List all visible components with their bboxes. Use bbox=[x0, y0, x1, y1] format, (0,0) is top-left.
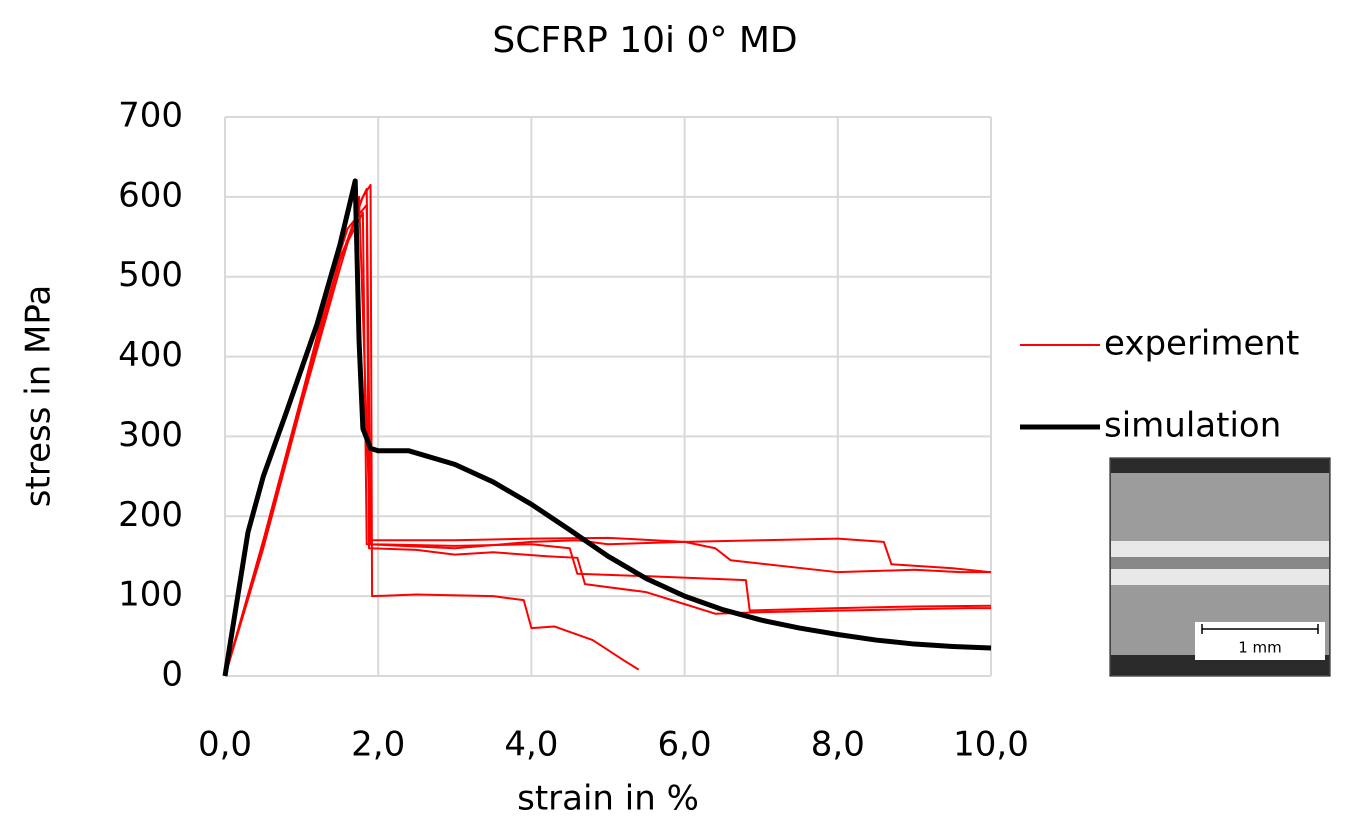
y-tick-label: 0 bbox=[161, 655, 183, 695]
y-tick-label: 700 bbox=[118, 96, 183, 136]
y-tick-label: 200 bbox=[118, 495, 183, 535]
x-tick-label: 4,0 bbox=[504, 725, 558, 765]
series-line bbox=[224, 211, 991, 677]
x-axis-label: strain in % bbox=[517, 779, 699, 815]
y-tick-label: 600 bbox=[118, 175, 183, 215]
series-line bbox=[224, 187, 992, 677]
series-line bbox=[224, 183, 640, 677]
y-tick-label: 100 bbox=[118, 575, 183, 615]
y-axis-label: stress in MPa bbox=[19, 285, 59, 507]
inset-micrograph: 1 mm bbox=[1109, 457, 1331, 677]
x-tick-label: 0,0 bbox=[198, 725, 252, 765]
chart-title: SCFRP 10i 0° MD bbox=[492, 20, 797, 61]
series-line bbox=[222, 178, 992, 677]
x-tick-label: 10,0 bbox=[953, 725, 1029, 765]
x-tick-label: 6,0 bbox=[658, 725, 712, 765]
legend-label: simulation bbox=[1104, 406, 1281, 446]
scale-bar-label: 1 mm bbox=[1238, 639, 1282, 657]
series-line bbox=[224, 203, 991, 677]
x-tick-label: 8,0 bbox=[811, 725, 865, 765]
y-tick-label: 400 bbox=[118, 335, 183, 375]
x-tick-label: 2,0 bbox=[351, 725, 405, 765]
legend-label: experiment bbox=[1104, 324, 1299, 364]
y-tick-label: 300 bbox=[118, 415, 183, 455]
y-tick-label: 500 bbox=[118, 255, 183, 295]
